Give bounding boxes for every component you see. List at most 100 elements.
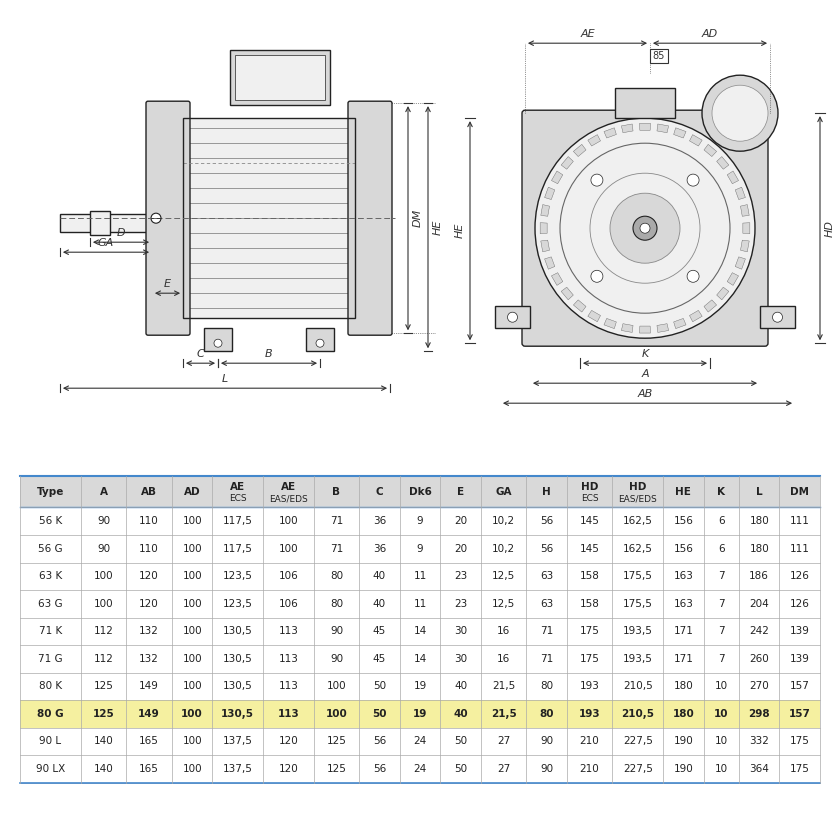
- Bar: [20, 645, 820, 672]
- Text: 14: 14: [414, 654, 427, 663]
- Polygon shape: [545, 257, 555, 269]
- Polygon shape: [727, 273, 739, 285]
- Text: 139: 139: [790, 654, 810, 663]
- Text: 14: 14: [414, 626, 427, 637]
- Bar: [760, 306, 795, 328]
- Circle shape: [151, 214, 161, 223]
- Text: ECS: ECS: [580, 494, 599, 503]
- Text: 113: 113: [279, 654, 299, 663]
- Text: E: E: [164, 280, 171, 289]
- Text: 100: 100: [93, 599, 113, 609]
- Text: 227,5: 227,5: [623, 736, 653, 747]
- Text: 210,5: 210,5: [621, 709, 654, 719]
- Text: 175: 175: [790, 736, 810, 747]
- Text: Type: Type: [37, 487, 64, 497]
- Text: 90: 90: [97, 544, 110, 553]
- Circle shape: [633, 216, 657, 240]
- Polygon shape: [574, 144, 586, 156]
- Text: 11: 11: [414, 599, 427, 609]
- Text: 100: 100: [183, 626, 202, 637]
- Text: HE: HE: [433, 219, 443, 235]
- Text: DM: DM: [413, 209, 423, 227]
- Text: 149: 149: [139, 681, 159, 691]
- Text: AE: AE: [580, 29, 595, 39]
- Polygon shape: [736, 257, 746, 269]
- Text: DM: DM: [791, 487, 809, 497]
- Text: 157: 157: [790, 681, 810, 691]
- Text: 12,5: 12,5: [492, 599, 515, 609]
- Text: 100: 100: [93, 571, 113, 581]
- Text: GA: GA: [98, 238, 114, 249]
- Text: GA: GA: [495, 487, 512, 497]
- Text: 16: 16: [497, 626, 510, 637]
- Polygon shape: [743, 222, 750, 234]
- Text: 63 K: 63 K: [38, 571, 62, 581]
- Polygon shape: [704, 144, 716, 156]
- Text: 163: 163: [673, 599, 693, 609]
- Text: 130,5: 130,5: [223, 626, 253, 637]
- Text: HD: HD: [825, 220, 834, 236]
- Polygon shape: [716, 156, 729, 170]
- Text: 106: 106: [279, 571, 299, 581]
- Polygon shape: [657, 324, 669, 333]
- Text: 27: 27: [497, 764, 510, 773]
- Bar: [172, 700, 213, 728]
- Text: 40: 40: [454, 681, 467, 691]
- Text: 30: 30: [454, 654, 467, 663]
- Circle shape: [316, 339, 324, 347]
- Text: 21,5: 21,5: [492, 681, 515, 691]
- Text: 10: 10: [714, 709, 729, 719]
- Text: 175,5: 175,5: [623, 571, 653, 581]
- Bar: [567, 700, 612, 728]
- Text: 162,5: 162,5: [623, 516, 653, 526]
- Text: 63: 63: [540, 571, 553, 581]
- Circle shape: [508, 312, 518, 322]
- Text: HD: HD: [629, 482, 646, 492]
- Text: 132: 132: [139, 654, 159, 663]
- Text: 120: 120: [139, 571, 159, 581]
- Text: 100: 100: [183, 654, 202, 663]
- Text: L: L: [756, 487, 762, 497]
- Text: 186: 186: [749, 571, 769, 581]
- Text: 117,5: 117,5: [223, 544, 253, 553]
- Text: 56: 56: [373, 764, 386, 773]
- Text: 20: 20: [454, 516, 467, 526]
- Text: 100: 100: [183, 516, 202, 526]
- Text: 156: 156: [673, 516, 693, 526]
- Polygon shape: [621, 124, 633, 133]
- Text: 123,5: 123,5: [223, 599, 253, 609]
- Text: EAS/EDS: EAS/EDS: [618, 494, 657, 503]
- Text: 130,5: 130,5: [223, 654, 253, 663]
- Text: 180: 180: [750, 544, 769, 553]
- Text: 27: 27: [497, 736, 510, 747]
- Polygon shape: [551, 171, 563, 183]
- Text: 210: 210: [580, 764, 600, 773]
- Text: E: E: [457, 487, 464, 497]
- Polygon shape: [674, 319, 686, 328]
- Text: A: A: [641, 369, 649, 379]
- Text: 260: 260: [750, 654, 769, 663]
- Text: 113: 113: [279, 681, 299, 691]
- Polygon shape: [574, 300, 586, 312]
- Bar: [183, 118, 355, 318]
- Circle shape: [535, 118, 755, 338]
- Text: 190: 190: [673, 736, 693, 747]
- Bar: [780, 700, 820, 728]
- Text: 50: 50: [373, 681, 386, 691]
- Text: 80 G: 80 G: [37, 709, 63, 719]
- Text: 11: 11: [414, 571, 427, 581]
- Text: 100: 100: [183, 681, 202, 691]
- Bar: [235, 55, 325, 100]
- Circle shape: [772, 312, 782, 322]
- Text: 125: 125: [327, 764, 346, 773]
- Text: 112: 112: [93, 654, 113, 663]
- Text: B: B: [265, 349, 273, 359]
- Text: 12,5: 12,5: [492, 571, 515, 581]
- Text: 85: 85: [653, 51, 666, 61]
- Text: AD: AD: [183, 487, 200, 497]
- Polygon shape: [540, 240, 550, 252]
- Text: 117,5: 117,5: [223, 516, 253, 526]
- Polygon shape: [561, 156, 573, 170]
- Text: 175: 175: [580, 626, 600, 637]
- Polygon shape: [540, 205, 550, 216]
